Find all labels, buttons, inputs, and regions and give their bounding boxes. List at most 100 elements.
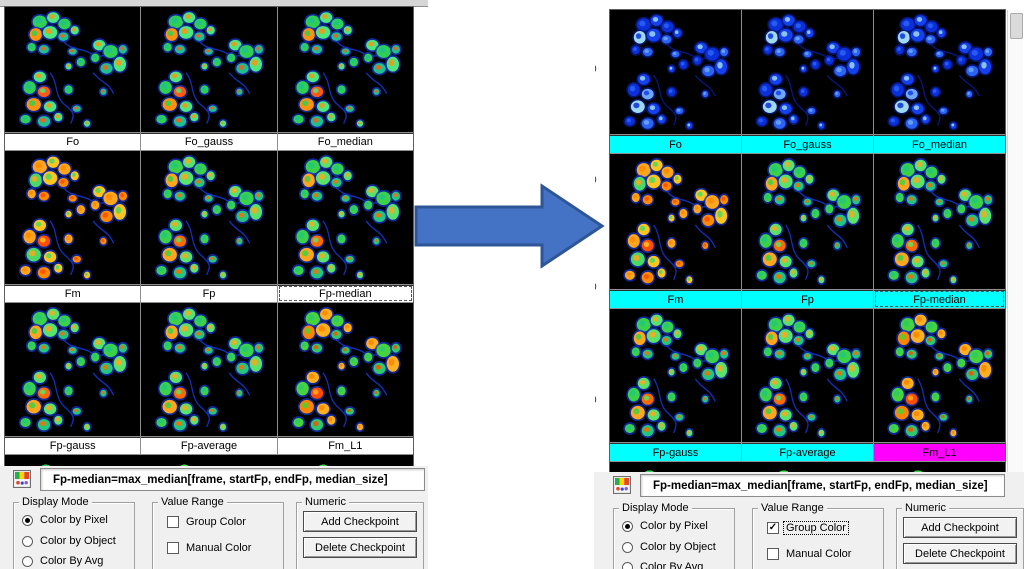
edge-tick-label: 0 (595, 395, 601, 408)
numeric-group: Numeric Add Checkpoint Delete Checkpoint (296, 496, 424, 569)
cell-caption: Fm_L1 (277, 437, 413, 454)
formula-field[interactable]: Fp-median=max_median[frame, startFp, end… (640, 474, 1005, 497)
panel-right: Fo Fo_gauss Fo_median Fm Fp Fp-median Fp-gauss… (594, 0, 1024, 569)
edge-tick-text: 0 (595, 395, 597, 406)
cell-image (742, 10, 873, 134)
checkbox-manual-color[interactable]: Manual Color (767, 547, 853, 561)
radio-color-by-pixel[interactable]: Color by Pixel (22, 513, 110, 527)
cell-Fm[interactable] (5, 151, 141, 284)
cell-caption: Fo (610, 135, 741, 153)
cell-Fo_gauss[interactable] (141, 7, 277, 132)
bottom-toolbar: Fp-median=max_median[frame, startFp, end… (0, 466, 428, 569)
checkbox-indicator: ✓ (767, 522, 779, 534)
delete-checkpoint-button[interactable]: Delete Checkpoint (903, 543, 1017, 564)
partial-next-row (5, 455, 413, 466)
cell-Fp-average[interactable] (742, 309, 873, 442)
add-checkpoint-button[interactable]: Add Checkpoint (903, 517, 1017, 538)
display-mode-title: Display Mode (619, 502, 692, 514)
cell-caption: Fo_median (874, 135, 1005, 153)
radio-label: Color By Avg (40, 555, 104, 567)
cell-Fm_L1[interactable] (874, 309, 1005, 442)
radio-color-by-object[interactable]: Color by Object (22, 534, 118, 548)
cell-Fp-median[interactable] (874, 154, 1005, 289)
image-thumbnail-icon[interactable] (13, 470, 31, 488)
cell-caption: Fo_gauss (141, 133, 277, 150)
cell-image (277, 303, 413, 436)
image-thumbnail-icon[interactable] (613, 476, 631, 494)
cell-Fo[interactable] (610, 10, 741, 134)
radio-color-by-avg[interactable]: Color By Avg (22, 554, 105, 568)
cell-Fp-average[interactable] (141, 303, 277, 436)
cell-caption: Fo_gauss (742, 135, 873, 153)
radio-color-by-avg[interactable]: Color By Avg (622, 560, 705, 569)
checkbox-group-color[interactable]: Group Color (167, 515, 248, 529)
cell-Fo_gauss[interactable] (742, 10, 873, 134)
radio-dot (25, 517, 30, 523)
delete-checkpoint-button[interactable]: Delete Checkpoint (303, 537, 417, 558)
numeric-group: Numeric Add Checkpoint Delete Checkpoint (896, 502, 1024, 569)
cell-image (874, 309, 1005, 442)
checkbox-indicator (767, 548, 779, 560)
add-checkpoint-button[interactable]: Add Checkpoint (303, 511, 417, 532)
cell-image (5, 151, 141, 284)
cell-caption: Fo (5, 133, 141, 150)
radio-label: Color by Pixel (40, 514, 108, 526)
display-mode-group: Display Mode Color by Pixel Color by Objec… (613, 502, 735, 569)
radio-dot (625, 523, 630, 529)
radio-indicator (622, 520, 633, 532)
value-range-title: Value Range (158, 496, 227, 508)
cell-Fp[interactable] (742, 154, 873, 289)
value-range-group: Value Range Group Color Manual Color (152, 496, 284, 569)
cell-caption: Fp-gauss (610, 443, 741, 461)
edge-tick-text: 0 (595, 64, 597, 75)
cell-caption: Fp (742, 290, 873, 308)
checkbox-manual-color[interactable]: Manual Color (167, 541, 253, 555)
radio-label: Color by Object (640, 541, 716, 553)
radio-label: Color by Object (40, 535, 116, 547)
value-range-title: Value Range (758, 502, 827, 514)
cell-Fo[interactable] (5, 7, 141, 132)
cell-Fm[interactable] (610, 154, 741, 289)
radio-color-by-pixel[interactable]: Color by Pixel (622, 519, 710, 533)
cell-caption: Fm (5, 285, 141, 302)
edge-tick-text: 0 (595, 175, 597, 186)
cell-Fp-median[interactable] (277, 151, 413, 284)
radio-indicator (22, 535, 33, 547)
panel-left: Fo Fo_gauss Fo_median Fm Fp Fp-median Fp-gauss… (0, 0, 428, 569)
cell-image (141, 303, 277, 436)
toolbar-inner: Fp-median=max_median[frame, startFp, end… (0, 466, 428, 569)
cell-Fo_median[interactable] (277, 7, 413, 132)
cell-Fp-gauss[interactable] (5, 303, 141, 436)
cell-Fp[interactable] (141, 151, 277, 284)
cell-Fp-gauss[interactable] (610, 309, 741, 442)
cell-image (610, 154, 741, 289)
scrollbar-thumb[interactable] (1010, 13, 1023, 39)
checkbox-label: Group Color (783, 521, 849, 535)
radio-label: Color by Pixel (640, 520, 708, 532)
cell-image (874, 154, 1005, 289)
cell-caption: Fo_median (277, 133, 413, 150)
formula-field[interactable]: Fp-median=max_median[frame, startFp, end… (40, 468, 425, 491)
image-grid: Fo Fo_gauss Fo_median Fm Fp Fp-median Fp-gauss… (4, 6, 414, 467)
cell-caption: Fp-average (141, 437, 277, 454)
edge-tick-label: 0 (595, 282, 601, 295)
window-top-strip (0, 0, 428, 7)
numeric-title: Numeric (902, 502, 949, 514)
checkbox-group-color[interactable]: ✓ Group Color (767, 521, 849, 535)
cell-caption: Fp-gauss (5, 437, 141, 454)
checkbox-label: Manual Color (786, 548, 852, 560)
bottom-toolbar: Fp-median=max_median[frame, startFp, end… (594, 472, 1024, 569)
edge-tick-label: 0 (595, 175, 601, 188)
cell-Fo_median[interactable] (874, 10, 1005, 134)
display-mode-group: Display Mode Color by Pixel Color by Objec… (13, 496, 135, 569)
vertical-scrollbar[interactable] (1007, 10, 1023, 472)
radio-indicator (22, 555, 33, 567)
radio-indicator (622, 561, 633, 569)
checkbox-label: Group Color (186, 516, 246, 528)
radio-color-by-object[interactable]: Color by Object (622, 540, 718, 554)
checkbox-label: Manual Color (186, 542, 252, 554)
toolbar-inner: Fp-median=max_median[frame, startFp, end… (600, 472, 1024, 569)
cell-Fm_L1[interactable] (277, 303, 413, 436)
cell-caption: Fp-median (874, 290, 1005, 308)
